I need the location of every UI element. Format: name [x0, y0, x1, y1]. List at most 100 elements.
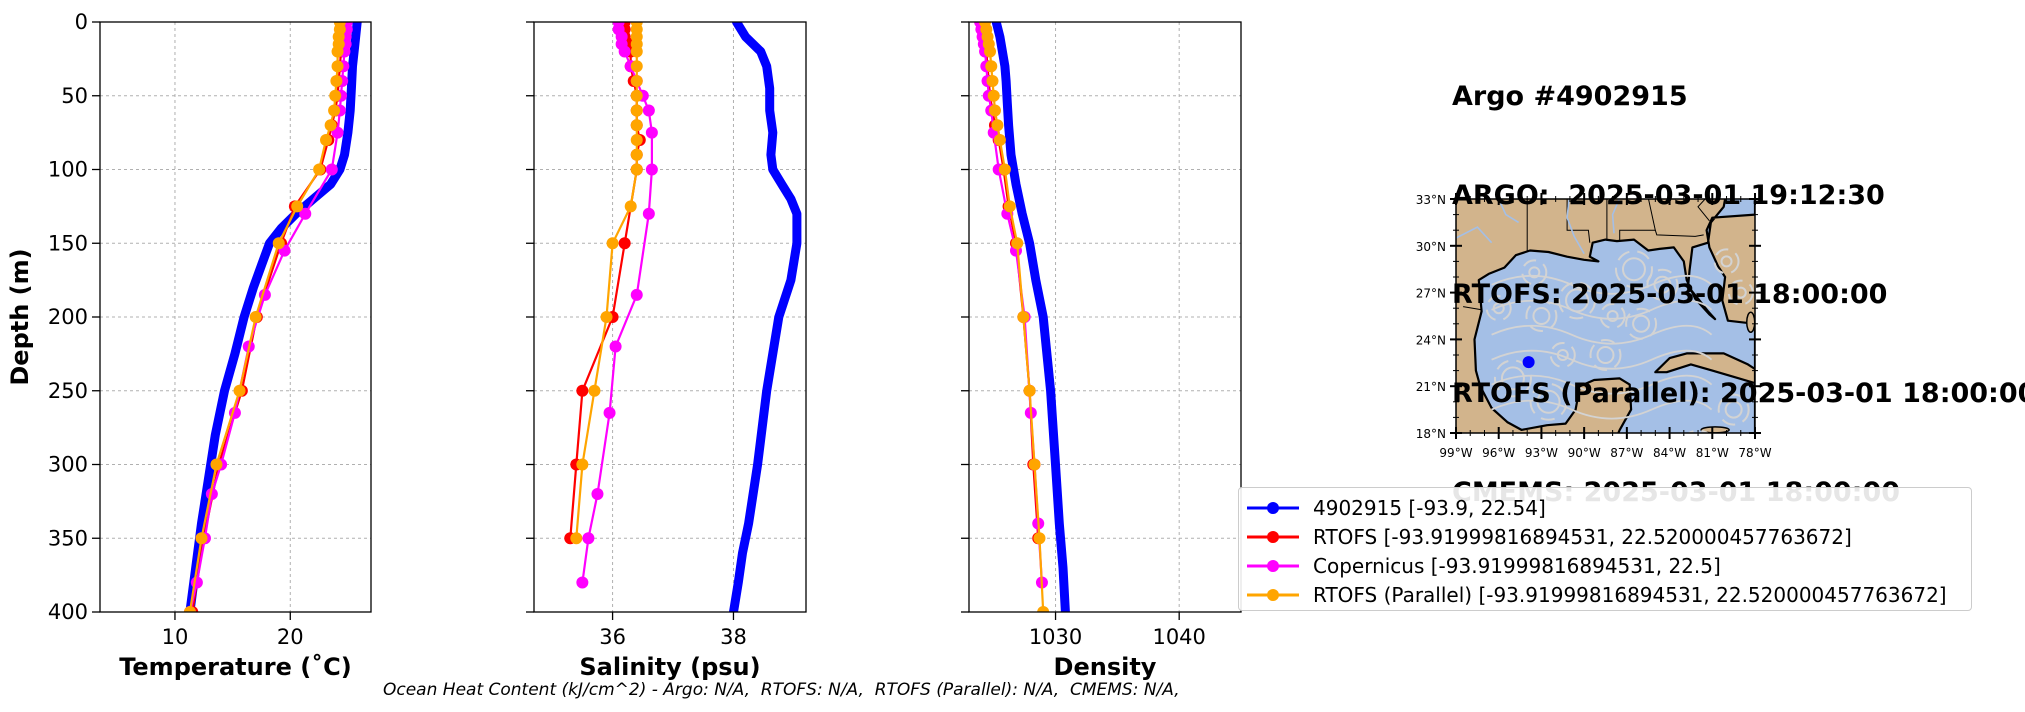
data-point: [576, 458, 589, 471]
data-point: [249, 311, 262, 323]
legend-swatch-copernicus: [1245, 556, 1301, 576]
data-point: [331, 45, 344, 58]
title-line-rtofs-parallel-time: RTOFS (Parallel): 2025-03-01 18:00:00: [1452, 378, 2025, 409]
streamline: [1646, 268, 1679, 301]
map-lon-label: 84°W: [1653, 446, 1686, 460]
data-point: [600, 311, 613, 323]
data-point: [291, 200, 304, 213]
data-point: [630, 60, 643, 73]
x-axis-label: Density: [1054, 653, 1157, 681]
series-line: [729, 22, 802, 612]
location-map: 33°N 30°N 27°N 24°N 21°N 18°N 99°W 96°W 93°W 90°W…: [1416, 193, 1772, 460]
streamline: [1491, 374, 1713, 395]
cuba: [1654, 352, 1755, 385]
y-tick-label: 100: [48, 158, 88, 182]
streamline: [1713, 248, 1740, 275]
state-border: [1654, 230, 1704, 237]
streamline: [1529, 382, 1568, 421]
series-group: [974, 22, 1070, 612]
data-point: [330, 75, 343, 87]
map-lat-label: 24°N: [1416, 333, 1446, 347]
y-tick-label: 200: [48, 305, 88, 329]
map-lon-label: 78°W: [1738, 446, 1771, 460]
x-tick-label: 1040: [1152, 625, 1205, 649]
data-point: [630, 89, 643, 102]
data-point: [998, 163, 1011, 176]
streamline: [1491, 324, 1713, 345]
data-point: [324, 119, 337, 132]
data-point: [1017, 311, 1030, 323]
data-point: [325, 163, 338, 176]
streamline: [1599, 303, 1626, 329]
streamline: [1549, 342, 1576, 368]
data-point: [582, 532, 595, 545]
map-lon-label: 93°W: [1525, 446, 1558, 460]
data-point: [603, 406, 616, 419]
legend-label: 4902915 [-93.9, 22.54]: [1313, 495, 1546, 520]
gulf-of-mexico: [1473, 199, 1755, 433]
data-point: [630, 134, 643, 146]
streamline: [1491, 349, 1713, 370]
map-frame: [1455, 198, 1756, 434]
data-point: [609, 340, 622, 353]
data-point: [1033, 532, 1046, 545]
legend-swatch-argo: [1245, 498, 1301, 518]
data-point: [630, 163, 643, 176]
series-group: [183, 22, 362, 612]
series-line: [185, 22, 362, 612]
salinity-panel: 36 38 Salinity (psu): [526, 21, 807, 681]
map-lon-label: 90°W: [1568, 446, 1601, 460]
legend-entry: RTOFS [-93.91999816894531, 22.5200004577…: [1239, 522, 1971, 551]
data-point: [1011, 237, 1024, 250]
streamline: [1606, 310, 1619, 322]
y-tick-label: 250: [48, 379, 88, 403]
streamline: [1717, 393, 1750, 426]
density-panel: 1030 1040 Density: [961, 21, 1242, 681]
data-point: [1023, 384, 1036, 397]
legend-swatch-rtofs: [1245, 527, 1301, 547]
data-point: [630, 104, 643, 117]
data-point: [630, 148, 643, 161]
map-lon-label: 99°W: [1439, 446, 1472, 460]
data-point: [329, 89, 342, 102]
streamline: [1521, 259, 1548, 286]
float-position-marker: [1522, 356, 1535, 369]
data-point: [1037, 606, 1050, 612]
data-point: [987, 89, 1000, 102]
data-point: [328, 104, 341, 117]
river: [1497, 199, 1520, 224]
streamline: [1491, 299, 1713, 320]
y-axis-label: Depth (m): [6, 248, 34, 385]
data-point: [630, 119, 643, 132]
data-point: [642, 104, 655, 117]
data-point: [645, 163, 658, 176]
streamline: [1596, 346, 1615, 364]
y-tick-label: 300: [48, 453, 88, 477]
legend-entry: 4902915 [-93.9, 22.54]: [1239, 493, 1971, 522]
map-lon-label: 87°W: [1610, 446, 1643, 460]
data-point: [1003, 200, 1016, 213]
data-point: [576, 384, 589, 397]
data-point: [1028, 458, 1041, 471]
y-tick-label: 400: [48, 600, 88, 624]
data-point: [984, 45, 997, 58]
legend-entry: RTOFS (Parallel) [-93.91999816894531, 22…: [1239, 580, 1971, 609]
streamline: [1532, 307, 1551, 325]
streamline: [1632, 314, 1651, 333]
data-point: [299, 207, 312, 220]
title-line-argo-time: ARGO: 2025-03-01 19:12:30: [1452, 180, 1885, 211]
map-lon-label: 81°W: [1696, 446, 1729, 460]
y-tick-label: 350: [48, 526, 88, 550]
x-axis-label: Temperature (˚C): [119, 653, 352, 681]
data-point: [645, 126, 658, 139]
streamline: [1621, 257, 1646, 282]
data-point: [570, 532, 583, 545]
streamline: [1491, 274, 1713, 295]
data-point: [630, 288, 643, 301]
data-point: [993, 134, 1006, 146]
map-body: [1456, 199, 1755, 433]
map-lat-label: 21°N: [1416, 380, 1446, 394]
map-lat-label: 27°N: [1416, 287, 1446, 301]
title-line-rtofs-time: RTOFS: 2025-03-01 18:00:00: [1452, 279, 1888, 310]
data-point: [195, 532, 208, 545]
